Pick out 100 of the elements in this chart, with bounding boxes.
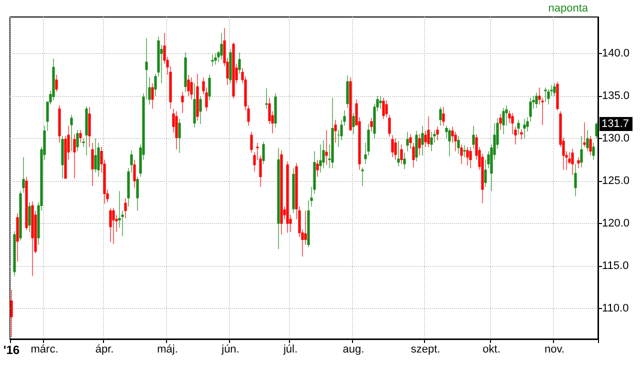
candlestick [592,142,595,160]
x-tick-label: szept. [410,344,440,356]
candlestick [595,122,598,139]
candlestick [31,201,34,276]
candlestick [79,130,82,144]
candlestick [472,125,475,149]
candlestick [403,152,406,170]
candlestick [463,144,466,158]
candlestick [208,74,211,101]
candlestick [553,82,556,96]
candlestick [331,97,334,169]
candlestick [124,198,127,219]
candlestick [262,142,265,164]
candlestick [109,208,112,242]
candlestick [88,106,91,148]
candlestick [232,42,235,99]
x-tick-label: márc. [30,344,58,356]
candlestick [136,176,139,212]
candlestick [352,112,355,135]
candlestick [436,126,439,140]
candlestick [280,150,283,235]
candlestick [286,161,289,234]
candlestick [22,156,25,194]
candlestick [400,144,403,164]
candlestick [58,105,61,144]
candlestick [556,81,559,111]
candlestick [571,148,574,176]
x-tick-label: ápr. [95,344,114,356]
candlestick [274,93,277,128]
candlestick [211,54,214,67]
candlestick [265,88,268,110]
candlestick [442,106,445,126]
candlestick [193,82,196,128]
candlestick [112,208,115,244]
candlestick [583,122,586,148]
candlestick [397,140,400,167]
candlestick [334,120,337,144]
candlestick [91,142,94,186]
candlestick [76,130,79,152]
candlestick [190,77,193,100]
candlestick [577,156,580,169]
candlestick [25,176,28,231]
candlestick [415,130,418,162]
candlestick [406,131,409,152]
annotation: 131.7 [602,118,630,130]
candlestick [589,136,592,156]
candlestick [322,140,325,169]
candlestick [97,142,100,178]
candlestick [382,97,385,120]
y-tick-label: 135.0 [602,90,630,102]
y-tick-label: 130.0 [602,132,630,144]
candlestick [580,136,583,168]
candlestick [199,96,202,124]
candlestick [94,138,97,173]
candlestick [277,148,280,250]
candlestick [178,118,181,154]
candlestick [394,138,397,160]
y-tick-label: 140.0 [602,48,630,60]
candlestick [196,74,199,121]
candlestick [547,88,550,105]
x-tick-label: okt. [482,344,500,356]
x-tick-label: jún. [220,344,240,356]
candlestick [70,114,73,152]
y-tick-label: 110.0 [602,302,629,314]
candlestick [61,136,64,179]
candlestick [187,74,190,96]
candlestick [55,74,58,92]
candlestick [28,202,31,232]
candlestick [133,159,136,188]
candlestick [19,190,22,241]
candlestick [184,52,187,92]
candlestick [229,48,232,84]
candlestick [238,52,241,74]
candlestick [430,131,433,152]
candlestick [16,212,19,262]
y-tick-label: 120.0 [602,217,630,230]
candlestick [535,92,538,108]
candlestick [292,168,295,214]
candlestick [457,136,460,154]
text: naponta [548,2,589,14]
candlestick [325,130,328,166]
candlestick [220,32,223,60]
candlestick [502,108,505,135]
x-tick-label: júl. [282,344,298,356]
candlestick [517,120,520,135]
candlestick [319,144,322,173]
candlestick [361,167,364,186]
candlestick [427,116,430,148]
candlestick [388,114,391,138]
candlestick [469,146,472,169]
candlestick [466,146,469,166]
candlestick [370,118,373,132]
candlestick [349,77,352,132]
candlestick [439,106,442,126]
candlestick [181,91,184,114]
y-tick-label: 115.0 [602,260,629,272]
x-tick-label: máj. [157,344,178,356]
candlestick [10,289,13,338]
candlestick [151,82,154,110]
candlestick [250,131,253,154]
